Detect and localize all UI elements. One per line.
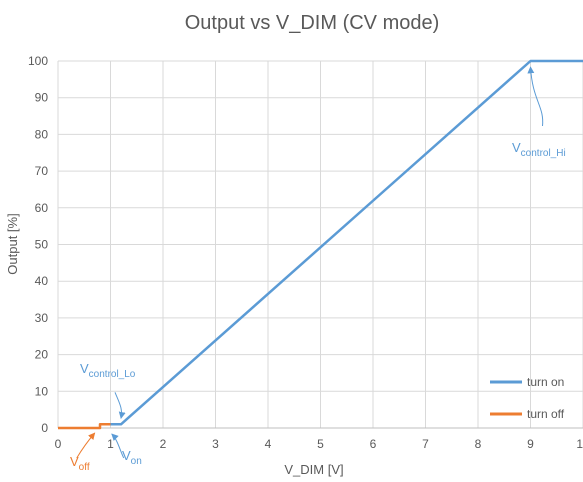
y-tick-label: 20 [35,348,49,362]
x-axis-label: V_DIM [V] [284,462,343,477]
x-tick-label: 10 [576,437,583,451]
x-tick-label: 7 [422,437,429,451]
annotation-v-control-lo-arrow [114,392,126,420]
y-tick-label: 70 [35,164,49,178]
x-tick-label: 2 [160,437,167,451]
grid [58,60,583,428]
y-tick-label: 10 [35,384,49,398]
series-line-turn-on [110,59,583,426]
y-tick-label: 80 [35,127,49,141]
legend: turn on turn off [490,375,565,421]
legend-label-turn-off: turn off [527,407,565,421]
y-tick-label: 90 [35,91,49,105]
annotation-v-control-lo: Vcontrol_Lo [80,361,136,380]
x-tick-label: 9 [527,437,534,451]
tick-labels: 0 10 20 30 40 50 60 70 80 90 100 0 1 2 3 4 5 6 7 8 9 10 [28,54,583,451]
y-tick-label: 60 [35,201,49,215]
annotation-v-control-hi-arrow [527,66,544,127]
chart-title: Output vs V_DIM (CV mode) [185,12,440,34]
x-tick-label: 8 [475,437,482,451]
series-line-turn-off [58,423,111,430]
x-tick-label: 3 [212,437,219,451]
x-tick-label: 4 [265,437,272,451]
y-tick-label: 30 [35,311,49,325]
annotation-v-off: Voff [70,454,90,473]
x-tick-label: 1 [107,437,114,451]
annotation-v-control-hi: Vcontrol_Hi [512,140,566,159]
y-tick-label: 0 [41,421,48,435]
x-tick-label: 5 [317,437,324,451]
annotation-v-on-arrow [111,433,125,459]
annotation-v-on: Von [122,448,142,467]
y-tick-label: 40 [35,274,49,288]
series-lines [58,59,583,430]
x-tick-label: 0 [55,437,62,451]
y-tick-label: 50 [35,238,49,252]
x-tick-label: 6 [370,437,377,451]
y-tick-label: 100 [28,54,48,68]
legend-label-turn-on: turn on [527,375,564,389]
annotation-v-off-arrow [76,432,96,459]
y-axis-label: Output [%] [5,213,20,274]
axes [57,61,583,429]
annotations: Vcontrol_Hi Vcontrol_Lo Von Voff [70,66,566,473]
